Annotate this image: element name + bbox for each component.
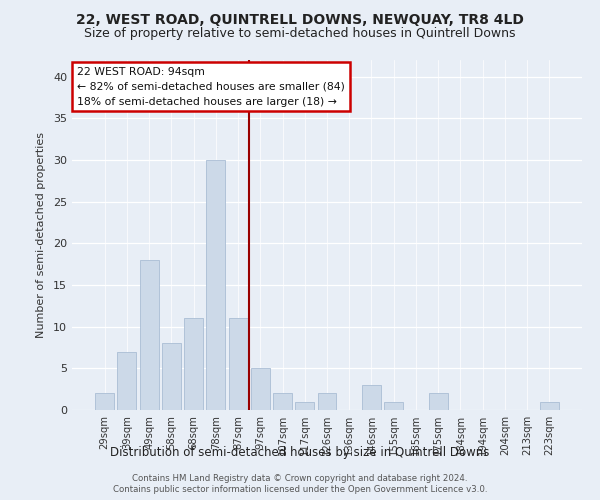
Bar — [184, 318, 203, 410]
Bar — [317, 394, 337, 410]
Bar — [362, 385, 381, 410]
Bar — [162, 344, 181, 410]
Bar — [295, 402, 314, 410]
Bar — [118, 352, 136, 410]
Bar — [95, 394, 114, 410]
Text: 22 WEST ROAD: 94sqm
← 82% of semi-detached houses are smaller (84)
18% of semi-d: 22 WEST ROAD: 94sqm ← 82% of semi-detach… — [77, 67, 345, 106]
Text: Contains HM Land Registry data © Crown copyright and database right 2024.
Contai: Contains HM Land Registry data © Crown c… — [113, 474, 487, 494]
Bar — [140, 260, 158, 410]
Bar — [206, 160, 225, 410]
Bar — [540, 402, 559, 410]
Y-axis label: Number of semi-detached properties: Number of semi-detached properties — [36, 132, 46, 338]
Bar — [229, 318, 248, 410]
Text: Size of property relative to semi-detached houses in Quintrell Downs: Size of property relative to semi-detach… — [84, 28, 516, 40]
Bar — [251, 368, 270, 410]
Bar — [384, 402, 403, 410]
Bar — [273, 394, 292, 410]
Text: 22, WEST ROAD, QUINTRELL DOWNS, NEWQUAY, TR8 4LD: 22, WEST ROAD, QUINTRELL DOWNS, NEWQUAY,… — [76, 12, 524, 26]
Bar — [429, 394, 448, 410]
Text: Distribution of semi-detached houses by size in Quintrell Downs: Distribution of semi-detached houses by … — [110, 446, 490, 459]
